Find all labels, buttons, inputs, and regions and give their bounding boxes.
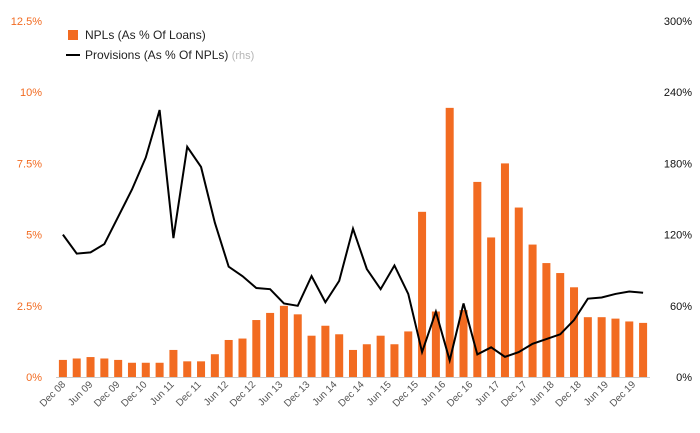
left-tick-label: 0% bbox=[26, 372, 42, 384]
npl-bar bbox=[335, 334, 344, 377]
npl-bar bbox=[625, 321, 634, 377]
legend-line-note: (rhs) bbox=[232, 50, 255, 62]
npl-bar bbox=[321, 325, 330, 377]
npl-bar bbox=[514, 207, 523, 377]
provisions-line-group bbox=[62, 109, 644, 365]
x-tick-label: Jun 19 bbox=[582, 379, 611, 408]
npl-bar bbox=[597, 317, 606, 377]
npl-bar bbox=[169, 349, 178, 377]
npl-bar bbox=[570, 287, 579, 377]
npl-bar bbox=[556, 273, 565, 377]
right-tick-label: 120% bbox=[664, 230, 692, 242]
npl-bars bbox=[58, 107, 648, 378]
npl-bar bbox=[155, 362, 164, 377]
left-tick-label: 10% bbox=[20, 87, 42, 99]
left-tick-label: 7.5% bbox=[17, 158, 42, 170]
npl-bar bbox=[293, 314, 302, 377]
right-axis: 0% 60% 120% 180% 240% 300% bbox=[664, 16, 692, 384]
npl-bar bbox=[197, 361, 206, 377]
x-tick-label: Jun 16 bbox=[419, 379, 448, 408]
npl-bar bbox=[459, 310, 468, 377]
npl-bar bbox=[72, 358, 81, 377]
npl-bar bbox=[487, 237, 496, 377]
legend-line-label: Provisions (As % Of NPLs) (rhs) bbox=[85, 48, 254, 62]
npl-bar bbox=[183, 361, 192, 377]
left-axis: 0% 2.5% 5% 7.5% 10% 12.5% bbox=[11, 16, 42, 384]
npl-bar bbox=[445, 107, 454, 378]
legend-bars-swatch bbox=[68, 30, 78, 40]
legend-line-name: Provisions (As % Of NPLs) bbox=[85, 48, 228, 62]
x-tick-label: Jun 11 bbox=[148, 379, 177, 408]
npl-bar bbox=[100, 358, 109, 377]
x-tick-label: Dec 11 bbox=[174, 379, 204, 409]
legend: NPLs (As % Of Loans) Provisions (As % Of… bbox=[66, 28, 254, 62]
x-tick-label: Jun 13 bbox=[256, 379, 285, 408]
npl-bar bbox=[528, 244, 537, 377]
x-tick-label: Dec 10 bbox=[119, 379, 149, 409]
x-tick-label: Dec 08 bbox=[38, 379, 68, 409]
npl-bar bbox=[114, 359, 123, 377]
npl-bar bbox=[266, 312, 275, 377]
npl-bar bbox=[376, 335, 385, 377]
npl-bar bbox=[238, 338, 247, 377]
npl-bar bbox=[279, 305, 288, 377]
npl-bar bbox=[210, 354, 219, 377]
npl-bar bbox=[500, 163, 509, 377]
right-tick-label: 240% bbox=[664, 87, 692, 99]
npl-bar bbox=[611, 318, 620, 377]
x-tick-label: Dec 12 bbox=[228, 379, 258, 409]
npl-bar bbox=[127, 362, 136, 377]
right-tick-label: 0% bbox=[676, 372, 692, 384]
x-tick-label: Jun 12 bbox=[202, 379, 231, 408]
npl-bar bbox=[58, 359, 67, 377]
npl-bar bbox=[86, 357, 95, 377]
left-tick-label: 12.5% bbox=[11, 16, 42, 28]
npl-bar bbox=[431, 311, 440, 377]
npl-bar bbox=[542, 263, 551, 377]
left-tick-label: 2.5% bbox=[17, 301, 42, 313]
x-tick-label: Dec 19 bbox=[608, 379, 638, 409]
npl-bar bbox=[583, 317, 592, 377]
x-tick-label: Dec 18 bbox=[554, 379, 584, 409]
x-tick-label: Jun 17 bbox=[473, 379, 502, 408]
npl-bar bbox=[252, 320, 261, 377]
right-tick-label: 60% bbox=[670, 301, 692, 313]
x-tick-label: Jun 14 bbox=[311, 379, 340, 408]
npl-bar bbox=[473, 181, 482, 377]
npl-bar bbox=[390, 344, 399, 377]
x-tick-label: Dec 09 bbox=[92, 379, 122, 409]
x-tick-label: Jun 18 bbox=[528, 379, 557, 408]
right-tick-label: 180% bbox=[664, 158, 692, 170]
x-tick-label: Dec 14 bbox=[337, 379, 367, 409]
x-tick-label: Dec 15 bbox=[391, 379, 421, 409]
npl-bar bbox=[418, 211, 427, 377]
x-tick-label: Dec 16 bbox=[445, 379, 475, 409]
legend-bars-label: NPLs (As % Of Loans) bbox=[85, 28, 206, 42]
npl-bar bbox=[348, 349, 357, 377]
right-tick-label: 300% bbox=[664, 16, 692, 28]
npl-bar bbox=[362, 344, 371, 377]
npl-bar bbox=[404, 331, 413, 377]
npl-bar bbox=[224, 339, 233, 377]
x-tick-label: Jun 15 bbox=[365, 379, 394, 408]
x-tick-label: Jun 09 bbox=[66, 379, 95, 408]
npl-bar bbox=[141, 362, 150, 377]
left-tick-label: 5% bbox=[26, 230, 42, 242]
npl-bar bbox=[639, 322, 648, 377]
provisions-line bbox=[62, 109, 644, 365]
x-tick-label: Dec 17 bbox=[499, 379, 529, 409]
npl-bar bbox=[307, 335, 316, 377]
x-tick-label: Dec 13 bbox=[282, 379, 312, 409]
